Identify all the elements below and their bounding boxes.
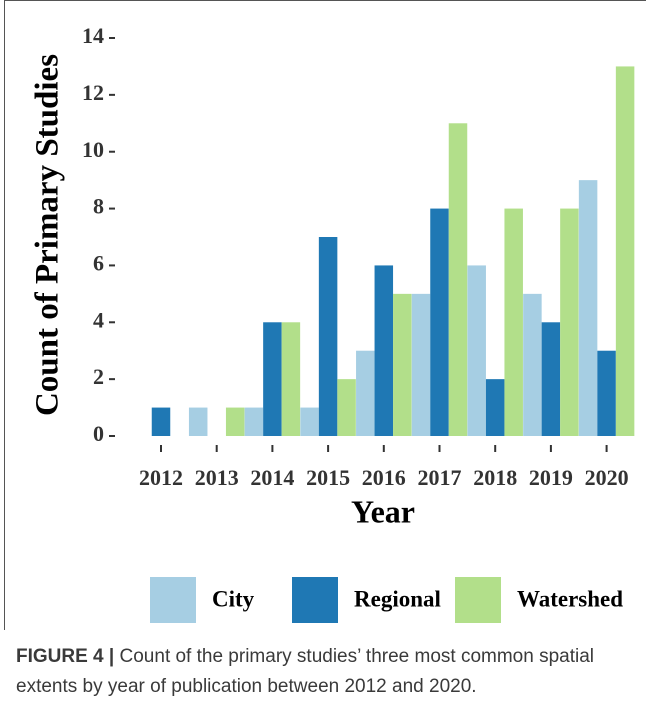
- chart: Count of Primary Studies Year 0 2 4 6 8 10 12 1…: [4, 0, 646, 630]
- bar: [523, 293, 542, 436]
- caption-label: FIGURE 4 |: [16, 646, 115, 667]
- bar: [263, 322, 282, 436]
- bar: [541, 322, 561, 436]
- bar: [356, 350, 375, 436]
- bar: [448, 123, 468, 437]
- x-tick-label: 2018: [473, 465, 517, 490]
- bar: [300, 407, 319, 436]
- y-tick-label: 8: [93, 194, 104, 219]
- bar: [411, 293, 431, 436]
- x-tick-label: 2014: [250, 465, 294, 490]
- bar: [430, 208, 449, 436]
- legend-label: City: [212, 586, 255, 611]
- bar: [374, 265, 394, 436]
- legend-swatch: [150, 577, 196, 623]
- bar: [597, 350, 616, 436]
- bar: [578, 180, 598, 436]
- x-tick-label: 2019: [529, 465, 573, 490]
- legend-swatch: [455, 577, 501, 623]
- caption: FIGURE 4 | Count of the primary studies’…: [16, 642, 642, 702]
- bar: [225, 407, 245, 436]
- bar: [467, 265, 486, 436]
- y-tick-label: 2: [93, 364, 104, 389]
- bar: [560, 208, 579, 436]
- bar: [188, 407, 208, 436]
- y-tick-label: 10: [82, 137, 104, 162]
- x-tick-label: 2016: [362, 465, 406, 490]
- x-tick-label: 2020: [585, 465, 629, 490]
- y-tick-label: 12: [82, 80, 104, 105]
- y-tick-label: 6: [93, 250, 104, 275]
- bar: [318, 237, 338, 436]
- x-tick-label: 2013: [195, 465, 239, 490]
- bar: [485, 379, 505, 436]
- bar: [504, 208, 523, 436]
- y-tick-label: 14: [82, 23, 104, 48]
- bar: [615, 66, 635, 436]
- y-axis-title: Count of Primary Studies: [30, 54, 66, 416]
- bar: [244, 407, 264, 436]
- x-axis-title: Year: [351, 493, 415, 529]
- legend-label: Regional: [354, 586, 441, 611]
- bar: [151, 407, 171, 436]
- x-tick-label: 2012: [139, 465, 183, 490]
- bar: [281, 322, 301, 436]
- x-tick-label: 2015: [306, 465, 350, 490]
- legend-swatch: [292, 577, 338, 623]
- bar: [393, 293, 412, 436]
- x-tick-label: 2017: [418, 465, 462, 490]
- bar: [337, 379, 356, 436]
- y-tick-label: 4: [93, 307, 104, 332]
- caption-text: Count of the primary studies’ three most…: [16, 646, 595, 697]
- y-tick-label: 0: [93, 421, 104, 446]
- legend-label: Watershed: [517, 586, 623, 611]
